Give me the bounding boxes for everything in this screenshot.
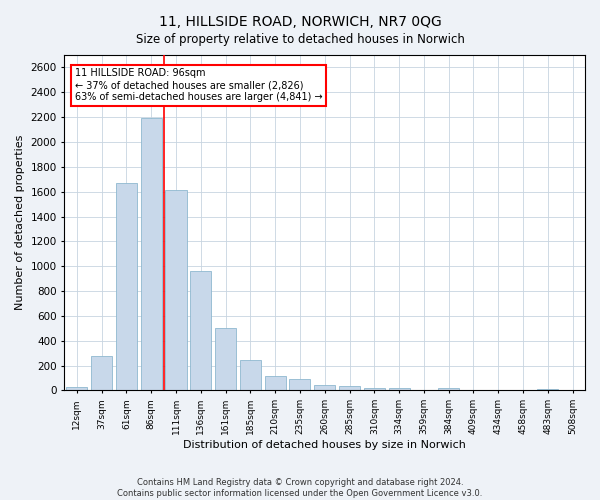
- X-axis label: Distribution of detached houses by size in Norwich: Distribution of detached houses by size …: [183, 440, 466, 450]
- Text: Contains HM Land Registry data © Crown copyright and database right 2024.
Contai: Contains HM Land Registry data © Crown c…: [118, 478, 482, 498]
- Bar: [190, 271, 211, 390]
- Text: 11 HILLSIDE ROAD: 96sqm
← 37% of detached houses are smaller (2,826)
63% of semi: 11 HILLSIDE ROAD: 96sqm ← 37% of detache…: [75, 68, 322, 102]
- Bar: [240, 360, 261, 390]
- Bar: [67, 386, 88, 390]
- Bar: [215, 328, 236, 390]
- Bar: [438, 388, 459, 390]
- Bar: [339, 386, 360, 390]
- Text: 11, HILLSIDE ROAD, NORWICH, NR7 0QG: 11, HILLSIDE ROAD, NORWICH, NR7 0QG: [158, 15, 442, 29]
- Bar: [265, 376, 286, 390]
- Y-axis label: Number of detached properties: Number of detached properties: [15, 135, 25, 310]
- Bar: [364, 388, 385, 390]
- Bar: [140, 118, 162, 390]
- Bar: [314, 386, 335, 390]
- Bar: [166, 190, 187, 390]
- Bar: [91, 356, 112, 390]
- Bar: [389, 388, 410, 390]
- Text: Size of property relative to detached houses in Norwich: Size of property relative to detached ho…: [136, 32, 464, 46]
- Bar: [289, 379, 310, 390]
- Bar: [537, 388, 559, 390]
- Bar: [116, 183, 137, 390]
